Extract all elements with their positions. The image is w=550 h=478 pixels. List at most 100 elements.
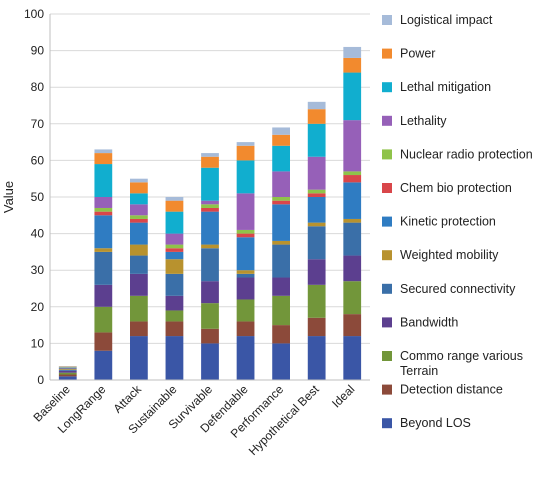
legend-swatch	[382, 317, 392, 328]
bar-segment	[201, 211, 219, 245]
legend-label: Bandwidth	[400, 315, 458, 329]
bar-segment	[201, 281, 219, 304]
bar-segment	[94, 164, 113, 197]
bar-segment	[130, 215, 148, 219]
legend-label: Power	[400, 47, 435, 61]
legend-label: Detection distance	[400, 383, 503, 397]
bar-segment	[343, 171, 362, 176]
bar-segment	[236, 145, 255, 161]
bar-segment	[201, 328, 219, 344]
bar-segment	[272, 145, 290, 172]
bar-segment	[201, 153, 219, 157]
bar-segment	[130, 273, 148, 296]
bar-segment	[94, 284, 113, 307]
legend-swatch	[382, 216, 392, 227]
legend-label: Kinetic protection	[400, 215, 496, 229]
bar-segment	[165, 321, 184, 337]
bar-segment	[343, 72, 362, 121]
bar-segment	[236, 336, 255, 380]
legend-label: Lethal mitigation	[400, 80, 491, 94]
bar-segment	[58, 368, 77, 370]
legend-swatch	[382, 283, 392, 294]
bar-segment	[58, 369, 77, 370]
legend-swatch	[382, 115, 392, 126]
legend-label: Nuclear radio protection	[400, 147, 533, 161]
bar-segment	[201, 207, 219, 212]
bar-segment	[94, 350, 113, 380]
legend-label: Commo range various	[400, 349, 523, 363]
legend: Logistical impact Power Lethal mitigation L…	[382, 13, 533, 430]
y-tick-label: 80	[31, 80, 45, 94]
bar-segment	[130, 182, 148, 194]
bar-segment	[272, 197, 290, 201]
bar-segment	[165, 248, 184, 252]
bar-segment	[236, 229, 255, 234]
bar-segment	[343, 182, 362, 219]
x-category-label: Ideal	[329, 382, 357, 410]
bar-segment	[272, 325, 290, 344]
bar-segment	[272, 240, 290, 245]
bar-segment	[165, 251, 184, 260]
bar-segment	[272, 200, 290, 205]
bar-segment	[307, 317, 326, 337]
bar-segment	[58, 369, 77, 371]
bar-segment	[272, 295, 290, 326]
bar-segment	[130, 244, 148, 256]
bar-segment	[165, 233, 184, 245]
bar-segment	[94, 251, 113, 285]
bar-segment	[307, 222, 326, 227]
legend-swatch	[382, 15, 392, 25]
legend-label-wrap: Terrain	[400, 364, 438, 378]
bar-segment	[165, 259, 184, 274]
bar-segment	[307, 193, 326, 197]
legend-swatch	[382, 48, 392, 59]
bar-segment	[307, 109, 326, 124]
bar-segment	[94, 149, 113, 154]
bar-segment	[58, 372, 77, 375]
bar-segment	[165, 197, 184, 201]
bar-segment	[201, 200, 219, 205]
bar-segment	[343, 218, 362, 223]
bar-segment	[165, 244, 184, 249]
bar-segment	[236, 160, 255, 194]
bars	[58, 46, 362, 380]
bar-segment	[236, 299, 255, 322]
bar-segment	[94, 306, 113, 333]
bar-segment	[272, 171, 290, 197]
y-axis-title: Value	[1, 181, 16, 213]
bar-segment	[130, 295, 148, 322]
bar-segment	[201, 303, 219, 329]
bar-segment	[343, 120, 362, 172]
legend-label: Chem bio protection	[400, 181, 512, 195]
y-tick-label: 60	[31, 153, 45, 167]
bar-segment	[130, 222, 148, 245]
bar-segment	[272, 343, 290, 380]
bar-segment	[94, 248, 113, 252]
bar-segment	[307, 197, 326, 223]
bar-segment	[236, 193, 255, 230]
y-tick-label: 30	[31, 263, 45, 277]
bar-segment	[307, 226, 326, 260]
bar-segment	[307, 259, 326, 285]
bar-segment	[272, 127, 290, 135]
bar-segment	[58, 376, 77, 380]
y-tick-label: 0	[37, 373, 44, 387]
bar-segment	[130, 204, 148, 216]
bar-segment	[130, 321, 148, 337]
bar-segment	[94, 207, 113, 212]
bar-segment	[236, 233, 255, 238]
legend-label: Logistical impact	[400, 13, 493, 27]
bar-segment	[130, 193, 148, 205]
bar-segment	[201, 204, 219, 208]
legend-swatch	[382, 418, 392, 429]
legend-label: Weighted mobility	[400, 248, 499, 262]
legend-label: Beyond LOS	[400, 416, 471, 430]
bar-segment	[343, 255, 362, 282]
bar-segment	[94, 332, 113, 351]
bar-segment	[201, 248, 219, 282]
bar-segment	[130, 178, 148, 183]
bar-segment	[343, 222, 362, 256]
bar-segment	[307, 156, 326, 190]
legend-swatch	[382, 149, 392, 160]
